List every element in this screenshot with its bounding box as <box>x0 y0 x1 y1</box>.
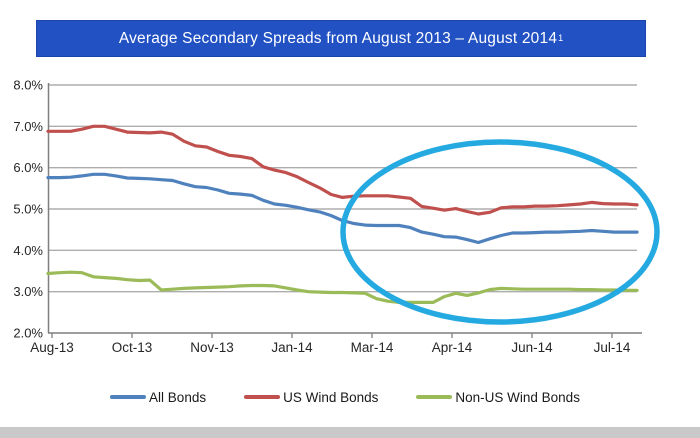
legend-item-all-bonds: All Bonds <box>110 390 206 405</box>
legend-swatch-us-wind-bonds <box>244 395 281 399</box>
chart-title-footnote-marker: 1 <box>558 32 564 43</box>
series-line-non-us-wind-bonds <box>46 270 639 304</box>
y-tick-label: 7.0% <box>13 119 43 134</box>
x-tick-label: Oct-13 <box>112 340 153 355</box>
series-line-us-wind-bonds <box>46 124 639 216</box>
x-tick-label: Jan-14 <box>271 340 313 355</box>
highlight-ellipse <box>340 139 660 325</box>
legend-item-us-wind-bonds: US Wind Bonds <box>244 390 378 405</box>
footer-bar <box>0 427 700 438</box>
legend-swatch-all-bonds <box>110 395 147 399</box>
x-tick-label: Apr-14 <box>432 340 473 355</box>
y-tick-label: 5.0% <box>13 202 43 217</box>
y-tick-label: 3.0% <box>13 284 43 299</box>
legend-label-us-wind-bonds: US Wind Bonds <box>283 389 379 405</box>
x-tick-label: Jul-14 <box>594 340 631 355</box>
legend-swatch-non-us-wind-bonds <box>416 395 453 399</box>
y-tick-label: 6.0% <box>13 160 43 175</box>
legend-label-non-us-wind-bonds: Non-US Wind Bonds <box>455 389 580 405</box>
legend-label-all-bonds: All Bonds <box>149 389 207 405</box>
x-tick-label: Jun-14 <box>511 340 553 355</box>
y-tick-label: 4.0% <box>13 243 43 258</box>
chart-title: Average Secondary Spreads from August 20… <box>118 29 558 47</box>
legend-item-non-us-wind-bonds: Non-US Wind Bonds <box>416 390 580 405</box>
y-tick-label: 8.0% <box>13 78 43 93</box>
y-tick-label: 2.0% <box>13 326 43 341</box>
x-tick-label: Aug-13 <box>30 340 74 355</box>
chart-title-banner: Average Secondary Spreads from August 20… <box>36 20 646 57</box>
chart-legend: All Bonds US Wind Bonds Non-US Wind Bond… <box>0 386 690 408</box>
x-tick-label: Nov-13 <box>190 340 234 355</box>
x-tick-label: Mar-14 <box>351 340 394 355</box>
